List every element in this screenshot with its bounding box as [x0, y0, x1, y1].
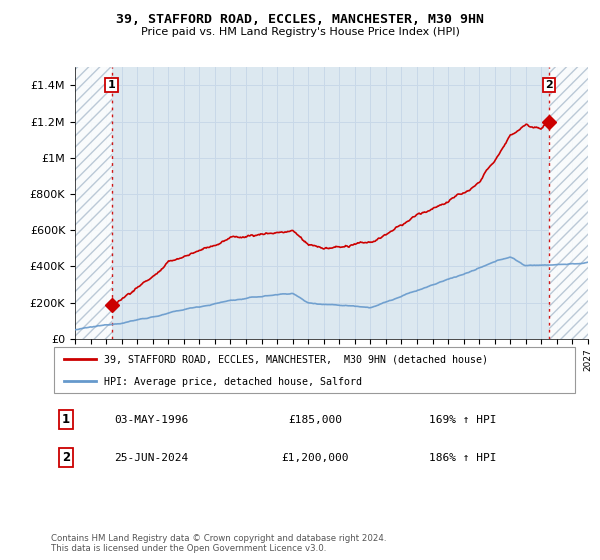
Text: 169% ↑ HPI: 169% ↑ HPI [429, 415, 497, 424]
Text: £1,200,000: £1,200,000 [281, 453, 349, 463]
Text: 2: 2 [545, 80, 553, 90]
Text: 39, STAFFORD ROAD, ECCLES, MANCHESTER, M30 9HN: 39, STAFFORD ROAD, ECCLES, MANCHESTER, M… [116, 13, 484, 26]
Text: 2: 2 [62, 451, 70, 464]
Bar [75, 67, 112, 339]
Text: 186% ↑ HPI: 186% ↑ HPI [429, 453, 497, 463]
Text: 39, STAFFORD ROAD, ECCLES, MANCHESTER,  M30 9HN (detached house): 39, STAFFORD ROAD, ECCLES, MANCHESTER, M… [104, 354, 488, 365]
Text: 1: 1 [107, 80, 115, 90]
Text: 03-MAY-1996: 03-MAY-1996 [114, 415, 188, 424]
Text: 25-JUN-2024: 25-JUN-2024 [114, 453, 188, 463]
Bar [549, 67, 588, 339]
Text: HPI: Average price, detached house, Salford: HPI: Average price, detached house, Salf… [104, 377, 362, 387]
Text: Price paid vs. HM Land Registry's House Price Index (HPI): Price paid vs. HM Land Registry's House … [140, 27, 460, 38]
Text: 1: 1 [62, 413, 70, 426]
Text: £185,000: £185,000 [288, 415, 342, 424]
Text: Contains HM Land Registry data © Crown copyright and database right 2024.
This d: Contains HM Land Registry data © Crown c… [51, 534, 386, 553]
FancyBboxPatch shape [53, 348, 575, 393]
